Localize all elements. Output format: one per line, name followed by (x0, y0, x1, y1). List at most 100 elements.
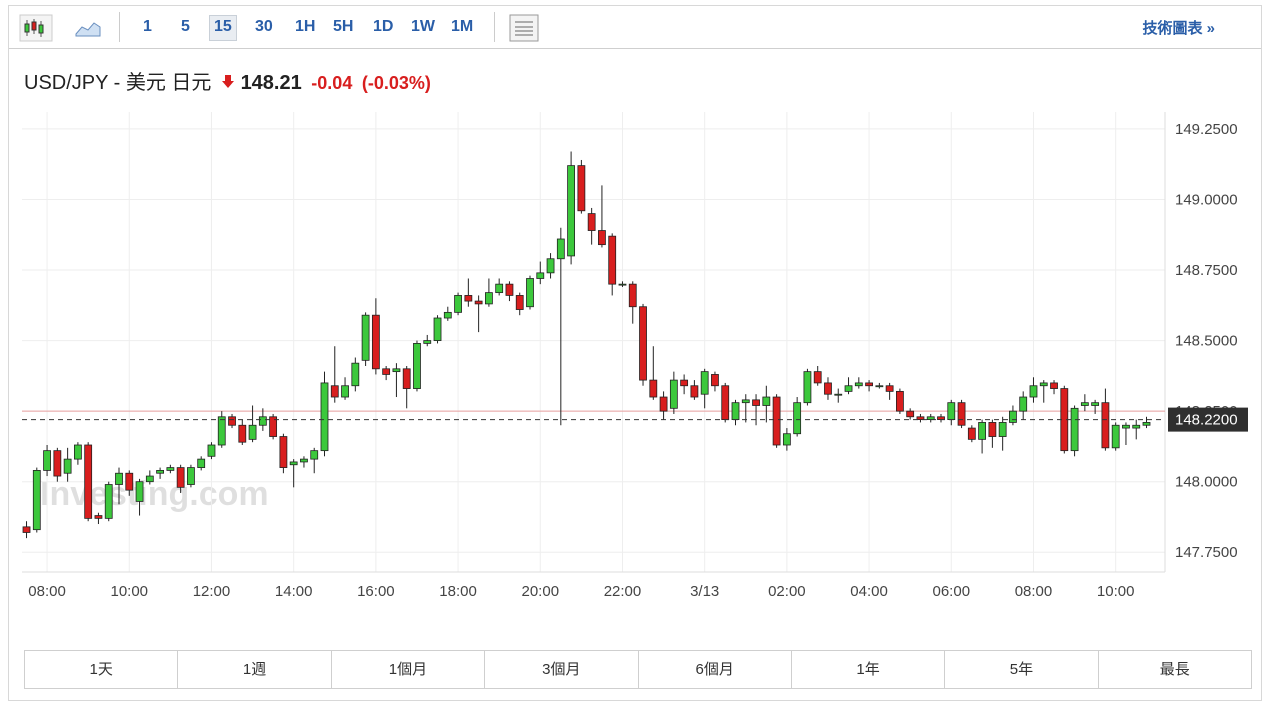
candle-body (834, 393, 843, 396)
last-price-label: 148.2200 (1175, 412, 1238, 429)
range-tabs: 1天 1週 1個月 3個月 6個月 1年 5年 最長 (24, 650, 1252, 689)
candle-body (310, 450, 319, 460)
candle-body (454, 295, 462, 313)
candle-body (803, 371, 812, 404)
candle-body (865, 382, 873, 387)
x-tick-label: 12:00 (193, 583, 231, 600)
candle-body (248, 424, 257, 440)
candle-body (669, 379, 678, 409)
candle-body (32, 470, 41, 531)
candle-body (176, 467, 185, 488)
candle-body (793, 402, 802, 435)
range-tab[interactable]: 6個月 (639, 651, 792, 688)
x-tick-label: 14:00 (275, 583, 313, 600)
instrument-title: USD/JPY - 美元 日元 (24, 72, 212, 94)
candle-body (1019, 396, 1028, 412)
last-price-badge (1168, 407, 1248, 432)
candle-body (115, 472, 123, 485)
candle-body (680, 379, 689, 387)
interval-button[interactable]: 1M (451, 18, 474, 35)
interval-button[interactable]: 5H (333, 18, 354, 35)
change: -0.04 (311, 73, 353, 93)
interval-button[interactable]: 1H (295, 18, 316, 35)
change-percent: (-0.03%) (361, 73, 431, 93)
range-tab[interactable]: 最長 (1159, 661, 1190, 678)
range-tab[interactable]: 5年 (945, 651, 1099, 688)
candle-body (187, 467, 195, 485)
candle-body (289, 461, 298, 466)
candle-body (926, 416, 935, 421)
candle-body (916, 416, 925, 421)
range-tab[interactable]: 3個月 (485, 651, 639, 688)
x-tick-label: 08:00 (28, 583, 66, 600)
candle-body (608, 235, 617, 285)
candle-body (156, 470, 164, 474)
interval-button[interactable]: 5 (181, 18, 190, 35)
interval-button[interactable]: 1W (411, 18, 435, 35)
candle-body (1050, 382, 1058, 389)
range-tab[interactable]: 1年 (792, 651, 946, 688)
candle-body (238, 424, 247, 443)
candle-body (1080, 402, 1089, 406)
candle-body (526, 278, 534, 308)
candle-body (371, 314, 380, 370)
interval-button[interactable]: 15 (209, 15, 237, 41)
x-tick-label: 02:00 (768, 583, 806, 600)
candle-body (84, 444, 93, 519)
candle-body (854, 382, 863, 387)
candle-body (772, 396, 781, 446)
candle-body (998, 422, 1007, 437)
candle-body (762, 396, 771, 406)
candle-body (813, 371, 822, 384)
candle-body (957, 402, 966, 426)
candle-icon[interactable] (19, 14, 55, 42)
x-tick-label: 3/13 (690, 583, 719, 600)
candle-body (341, 385, 349, 398)
candle-body (330, 385, 339, 398)
candle-body (1132, 424, 1141, 429)
candle-body (402, 368, 411, 389)
toolbar: 技術圖表 » 1 5 15 30 1H 5H 1D 1W 1M (9, 6, 1261, 49)
candle-body (73, 444, 82, 460)
candle-body (505, 283, 514, 296)
x-tick-label: 08:00 (1015, 583, 1053, 600)
divider (494, 12, 495, 42)
y-tick-label: 147.7500 (1175, 544, 1238, 561)
candle-body (628, 283, 637, 308)
candle-body (382, 368, 391, 375)
interval-button[interactable]: 30 (255, 18, 273, 35)
candle-body (896, 390, 904, 412)
candle-body (947, 402, 956, 421)
interval-button[interactable]: 1D (373, 18, 394, 35)
candle-body (731, 402, 740, 421)
area-icon[interactable] (75, 18, 101, 38)
x-tick-label: 16:00 (357, 583, 395, 600)
watermark: Investing.com (40, 475, 269, 513)
candle-body (258, 416, 267, 426)
candle-body (721, 385, 730, 421)
candle-body (978, 422, 987, 440)
range-tab[interactable]: 1週 (178, 651, 332, 688)
candle-body (556, 238, 565, 260)
technical-chart-link[interactable]: 技術圖表 » (1142, 20, 1215, 37)
candle-body (598, 230, 606, 246)
candle-body (752, 399, 760, 406)
candle-body (885, 385, 894, 392)
candle-body (279, 436, 288, 468)
candle-body (567, 165, 576, 257)
candle-body (94, 515, 103, 519)
candle-body (649, 379, 658, 398)
candle-body (546, 258, 555, 274)
range-tab[interactable]: 1個月 (332, 651, 486, 688)
y-tick-label: 149.0000 (1175, 191, 1238, 208)
candle-body (413, 343, 421, 389)
interval-button[interactable]: 1 (143, 18, 152, 35)
range-tab[interactable]: 1天 (25, 651, 179, 688)
table-icon[interactable] (509, 14, 539, 42)
candle-body (443, 311, 452, 319)
candle-body (967, 427, 976, 440)
candle-body (351, 362, 360, 387)
candle-body (361, 314, 370, 361)
candle-body (782, 433, 791, 446)
candle-body (125, 472, 134, 491)
